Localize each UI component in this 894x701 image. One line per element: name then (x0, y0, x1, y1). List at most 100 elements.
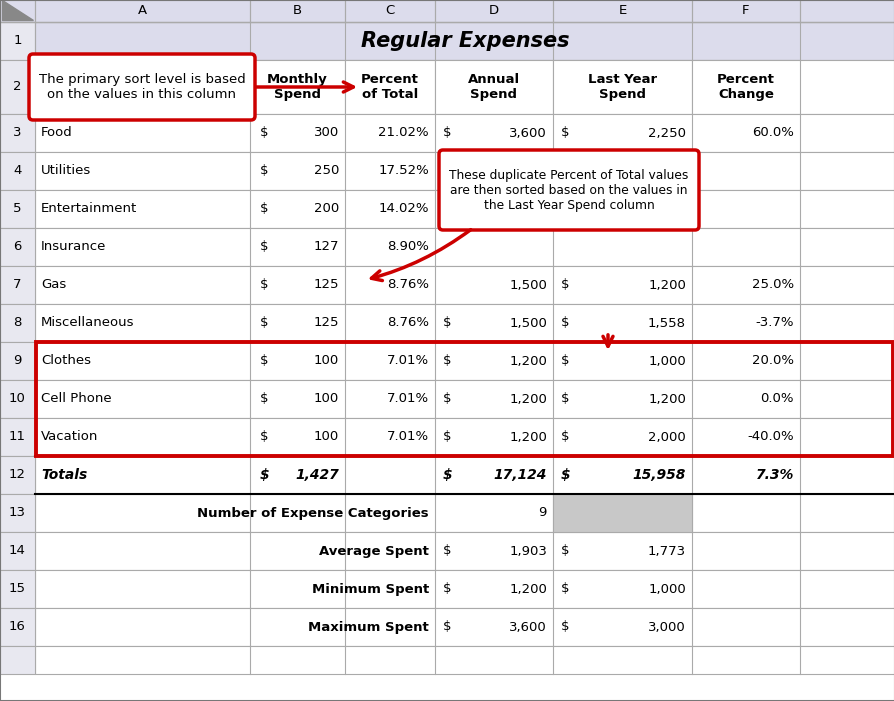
Bar (0, 152, 35, 190)
Text: 15,958: 15,958 (632, 468, 685, 482)
Text: $: $ (260, 468, 269, 482)
Text: C: C (385, 4, 394, 18)
Text: 8.76%: 8.76% (386, 278, 428, 292)
Text: Cell Phone: Cell Phone (41, 393, 112, 405)
Text: Percent
of Total: Percent of Total (360, 73, 418, 101)
Text: 100: 100 (314, 355, 339, 367)
Bar (0, 0, 894, 22)
Text: $: $ (561, 468, 570, 482)
Text: 3,000: 3,000 (647, 620, 685, 634)
Text: 15: 15 (9, 583, 26, 596)
Bar (35, 342, 894, 380)
Text: $: $ (260, 393, 268, 405)
Text: Entertainment: Entertainment (41, 203, 137, 215)
Bar (552, 60, 691, 114)
Text: $: $ (443, 545, 451, 557)
Text: 3: 3 (13, 126, 21, 139)
Text: $: $ (443, 620, 451, 634)
Text: 1,200: 1,200 (509, 583, 546, 596)
Text: Average Spent: Average Spent (319, 545, 428, 557)
Text: A: A (138, 4, 147, 18)
Text: 127: 127 (313, 240, 339, 254)
Text: 8.76%: 8.76% (386, 316, 428, 329)
Text: $: $ (561, 620, 569, 634)
Text: 300: 300 (314, 126, 339, 139)
Text: Food: Food (41, 126, 72, 139)
FancyBboxPatch shape (439, 150, 698, 230)
Text: Monthly
Budget: Monthly Budget (112, 73, 173, 101)
Text: $: $ (443, 583, 451, 596)
Text: D: D (488, 4, 499, 18)
Text: 3,600: 3,600 (509, 126, 546, 139)
Text: 250: 250 (313, 165, 339, 177)
Bar (35, 456, 894, 494)
Bar (0, 60, 35, 114)
Text: 25.0%: 25.0% (751, 278, 793, 292)
Text: 20.0%: 20.0% (751, 355, 793, 367)
Bar (35, 570, 894, 608)
Text: 21.02%: 21.02% (378, 126, 428, 139)
Text: 1,000: 1,000 (647, 583, 685, 596)
Bar (35, 60, 249, 114)
Text: 10: 10 (9, 393, 26, 405)
Bar (0, 532, 35, 570)
Bar (0, 266, 35, 304)
Text: 7.3%: 7.3% (755, 468, 793, 482)
Text: 200: 200 (314, 203, 339, 215)
Text: $: $ (561, 316, 569, 329)
Text: Maximum Spent: Maximum Spent (308, 620, 428, 634)
Text: 60.0%: 60.0% (751, 126, 793, 139)
Text: B: B (292, 4, 301, 18)
Text: 17,124: 17,124 (493, 468, 546, 482)
Text: 3,600: 3,600 (509, 620, 546, 634)
Polygon shape (2, 0, 33, 20)
Text: 1,200: 1,200 (509, 355, 546, 367)
Bar (0, 342, 35, 380)
Text: 8.90%: 8.90% (387, 240, 428, 254)
Bar (35, 646, 894, 674)
Text: $: $ (561, 393, 569, 405)
Bar (35, 494, 894, 532)
Text: Gas: Gas (41, 278, 66, 292)
Text: $: $ (443, 468, 452, 482)
Text: 6: 6 (13, 240, 21, 254)
Bar (35, 152, 894, 190)
Text: $: $ (260, 355, 268, 367)
Text: 1,500: 1,500 (509, 278, 546, 292)
Bar (35, 380, 894, 418)
Text: 4: 4 (13, 165, 21, 177)
Text: $: $ (561, 430, 569, 444)
Text: F: F (741, 4, 749, 18)
Bar (249, 60, 344, 114)
Text: 9: 9 (538, 507, 546, 519)
Text: 12: 12 (9, 468, 26, 482)
Text: 1: 1 (13, 34, 21, 48)
Text: $: $ (260, 240, 268, 254)
Text: Regular Expenses: Regular Expenses (360, 31, 569, 51)
Bar (35, 228, 894, 266)
Text: Miscellaneous: Miscellaneous (41, 316, 134, 329)
Text: 125: 125 (313, 316, 339, 329)
Text: 5: 5 (13, 203, 21, 215)
Text: 1,200: 1,200 (647, 393, 685, 405)
Bar (552, 494, 691, 532)
Bar (344, 60, 434, 114)
Bar (35, 114, 894, 152)
Text: 1,200: 1,200 (509, 393, 546, 405)
Bar (35, 608, 894, 646)
Text: 17.52%: 17.52% (378, 165, 428, 177)
Text: 9: 9 (13, 355, 21, 367)
Text: Totals: Totals (41, 468, 87, 482)
Text: $: $ (443, 430, 451, 444)
Bar (0, 456, 35, 494)
Text: Utilities: Utilities (41, 165, 91, 177)
Text: 2,000: 2,000 (647, 430, 685, 444)
Bar (35, 532, 894, 570)
Text: 1,558: 1,558 (647, 316, 685, 329)
Text: 7: 7 (13, 278, 21, 292)
Text: $: $ (260, 165, 268, 177)
Text: 0.0%: 0.0% (760, 393, 793, 405)
Text: Vacation: Vacation (41, 430, 98, 444)
Text: 2,250: 2,250 (647, 126, 685, 139)
Text: -3.7%: -3.7% (755, 316, 793, 329)
